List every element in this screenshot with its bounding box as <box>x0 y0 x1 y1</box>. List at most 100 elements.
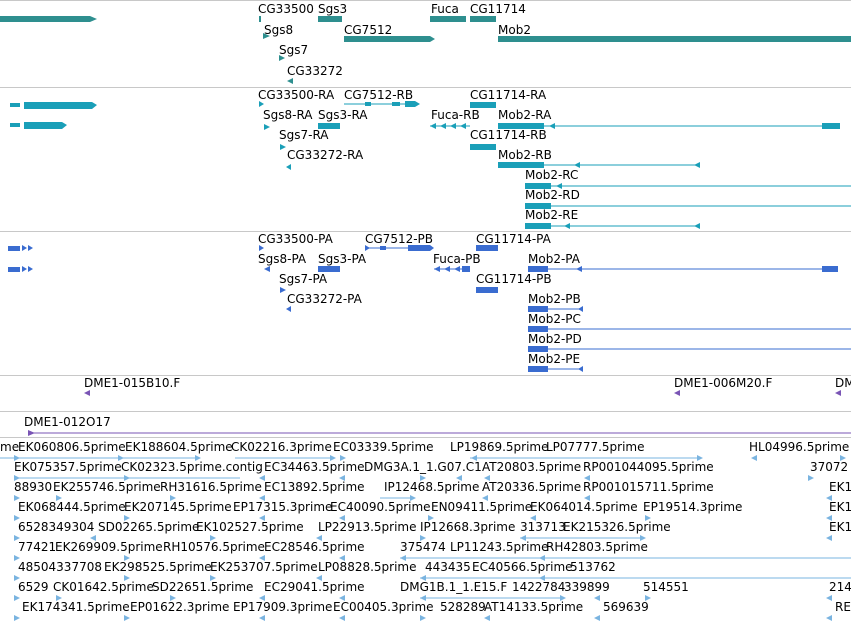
est-label[interactable]: EK207145.5prime <box>124 500 232 514</box>
protein-label[interactable]: CG33272-PA <box>287 292 362 306</box>
est-label[interactable]: EK253707.5prime <box>210 560 318 574</box>
est-label[interactable]: EC34463.5prime <box>264 460 365 474</box>
est-label[interactable]: EK060806.5prime <box>18 440 126 454</box>
protein-label[interactable]: Mob2-PE <box>528 352 581 366</box>
transcript-label[interactable]: Mob2-RC <box>525 168 579 182</box>
est-label[interactable]: EK1 <box>829 480 851 494</box>
est-label[interactable]: 77421 <box>18 540 57 554</box>
protein-label[interactable]: Mob2-PD <box>528 332 582 346</box>
est-label[interactable]: 37072 <box>810 460 849 474</box>
est-label[interactable]: RH10576.5prime <box>163 540 265 554</box>
protein-label[interactable]: Mob2-PA <box>528 252 580 266</box>
gene-label[interactable]: CG7512 <box>344 23 393 37</box>
protein-label[interactable]: CG33500-PA <box>258 232 333 246</box>
est-label[interactable]: CK02216.3prime <box>231 440 332 454</box>
est-label[interactable]: EK215326.5prime <box>563 520 671 534</box>
est-label[interactable]: EK255746.5prime <box>53 480 161 494</box>
est-label[interactable]: EC00405.3prime <box>333 600 434 614</box>
transcript-label[interactable]: CG11714-RA <box>470 88 547 102</box>
transcript-label[interactable]: Mob2-RE <box>525 208 579 222</box>
gene-label[interactable]: Sgs3 <box>318 2 348 16</box>
est-label[interactable]: EP19514.3prime <box>643 500 743 514</box>
est-label[interactable]: 48504337708 <box>18 560 102 574</box>
est-label[interactable]: EK298525.5prime <box>104 560 212 574</box>
est-label[interactable]: AT20803.5prime <box>482 460 582 474</box>
transcript-label[interactable]: Sgs8-RA <box>263 108 313 122</box>
gene-label[interactable]: CG33272 <box>287 64 343 78</box>
est-label[interactable]: EC03339.5prime <box>333 440 434 454</box>
est-label[interactable]: 513762 <box>570 560 616 574</box>
est-label[interactable]: EC29041.5prime <box>264 580 365 594</box>
est-label[interactable]: me <box>0 440 20 454</box>
est-label[interactable]: EP17909.3prime <box>233 600 333 614</box>
gene-label[interactable]: CG33500 <box>258 2 314 16</box>
est-label[interactable]: 375474 <box>400 540 446 554</box>
est-label[interactable]: 313713 <box>520 520 566 534</box>
est-label[interactable]: AT20336.5prime <box>482 480 582 494</box>
est-label[interactable]: RP001044095.5prime <box>583 460 714 474</box>
est-label[interactable]: EC28546.5prime <box>264 540 365 554</box>
est-label[interactable]: EP17315.3prime <box>233 500 333 514</box>
est-label[interactable]: RH31616.5prime <box>160 480 262 494</box>
protein-label[interactable]: Mob2-PC <box>528 312 581 326</box>
protein-label[interactable]: Sgs7-PA <box>279 272 328 286</box>
est-label[interactable]: EK188604.5prime <box>125 440 233 454</box>
transcript-label[interactable]: Sgs3-RA <box>318 108 368 122</box>
est-label[interactable]: AT14133.5prime <box>484 600 584 614</box>
est-label[interactable]: EK064014.5prime <box>530 500 638 514</box>
protein-label[interactable]: Sgs8-PA <box>258 252 307 266</box>
gene-label[interactable]: Sgs7 <box>279 43 309 57</box>
est-label[interactable]: LP22913.5prime <box>318 520 417 534</box>
est-label[interactable]: 528289 <box>440 600 486 614</box>
protein-label[interactable]: Mob2-PB <box>528 292 581 306</box>
est-label[interactable]: 6529 <box>18 580 49 594</box>
est-label[interactable]: DMG3A.1_1.G07.C1 <box>364 460 482 474</box>
est-label[interactable]: LP19869.5prime <box>450 440 549 454</box>
est-label[interactable]: IP12468.5prime <box>384 480 480 494</box>
transcript-label[interactable]: Mob2-RD <box>525 188 580 202</box>
transcript-label[interactable]: CG33272-RA <box>287 148 364 162</box>
est-label[interactable]: LP07777.5prime <box>546 440 645 454</box>
est-label[interactable]: EK1 <box>829 500 851 514</box>
est-label[interactable]: CK02323.5prime.contig <box>121 460 263 474</box>
gene-label[interactable]: Fuca <box>431 2 459 16</box>
est-label[interactable]: 569639 <box>603 600 649 614</box>
est-label[interactable]: DMG1B.1_1.E15.F <box>400 580 508 594</box>
est-label[interactable]: 88930 <box>14 480 53 494</box>
est-label[interactable]: SD02265.5prime <box>98 520 200 534</box>
est-label[interactable]: IP12668.3prime <box>420 520 516 534</box>
est-label[interactable]: 214 <box>829 580 851 594</box>
est-label[interactable]: RP001015711.5prime <box>583 480 714 494</box>
est-label[interactable]: EK1 <box>829 520 851 534</box>
clone-label[interactable]: DME1-006M20.F <box>674 376 773 390</box>
transcript-label[interactable]: Fuca-RB <box>431 108 480 122</box>
protein-label[interactable]: CG11714-PB <box>476 272 552 286</box>
est-label[interactable]: LP08828.5prime <box>318 560 417 574</box>
est-label[interactable]: EN09411.5prime <box>431 500 533 514</box>
clone-label[interactable]: DME1-012O17 <box>24 415 111 429</box>
est-label[interactable]: EK075357.5prime <box>14 460 122 474</box>
transcript-label[interactable]: CG7512-RB <box>344 88 414 102</box>
est-label[interactable]: EC13892.5prime <box>264 480 365 494</box>
est-label[interactable]: EC40566.5prime <box>472 560 573 574</box>
est-label[interactable]: 443435 <box>425 560 471 574</box>
gene-label[interactable]: Sgs8 <box>264 23 294 37</box>
protein-label[interactable]: Fuca-PB <box>433 252 481 266</box>
est-label[interactable]: EK068444.5prime <box>18 500 126 514</box>
est-label[interactable]: RE <box>835 600 851 614</box>
transcript-label[interactable]: CG11714-RB <box>470 128 547 142</box>
est-label[interactable]: EK102527.5prime <box>196 520 304 534</box>
est-label[interactable]: 514551 <box>643 580 689 594</box>
est-label[interactable]: SD22651.5prime <box>152 580 254 594</box>
est-label[interactable]: 6528349304 <box>18 520 95 534</box>
protein-label[interactable]: Sgs3-PA <box>318 252 367 266</box>
transcript-label[interactable]: Mob2-RB <box>498 148 552 162</box>
clone-label[interactable]: DME1-015B10.F <box>84 376 181 390</box>
transcript-label[interactable]: CG33500-RA <box>258 88 335 102</box>
protein-label[interactable]: CG7512-PB <box>365 232 434 246</box>
gene-label[interactable]: CG11714 <box>470 2 526 16</box>
est-label[interactable]: EC40090.5prime <box>330 500 431 514</box>
est-label[interactable]: RH42803.5prime <box>546 540 648 554</box>
est-label[interactable]: LP11243.5prime <box>450 540 549 554</box>
est-label[interactable]: 339899 <box>564 580 610 594</box>
